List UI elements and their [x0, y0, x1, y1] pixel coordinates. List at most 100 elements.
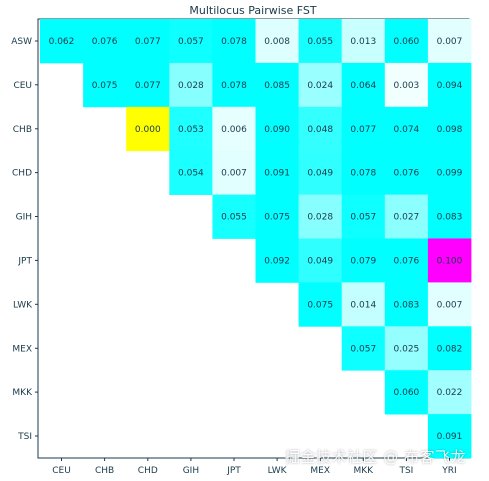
heatmap-cell-ASW-MEX	[298, 19, 343, 64]
cell-value-label: 0.075	[264, 213, 290, 223]
cell-value-label: 0.024	[307, 81, 333, 91]
cell-value-label: 0.091	[437, 432, 463, 442]
cell-value-label: 0.007	[437, 37, 463, 47]
cell-value-label: 0.027	[394, 213, 420, 223]
heatmap-cell-JPT-YRI	[427, 238, 472, 283]
x-tick-label: MEX	[310, 466, 330, 476]
cell-value-label: 0.022	[437, 388, 463, 398]
cell-value-label: 0.083	[394, 300, 420, 310]
cell-value-label: 0.049	[307, 256, 333, 266]
cell-value-label: 0.075	[307, 300, 333, 310]
heatmap-cells: 0.062 0.076 0.077 0.057 0.078 0.008 0.055 0.013…	[40, 19, 472, 459]
cell-value-label: 0.076	[394, 256, 420, 266]
heatmap-cell-GIH-YRI	[427, 194, 472, 239]
cell-value-label: 0.085	[264, 81, 290, 91]
cell-value-label: 0.076	[92, 37, 118, 47]
x-tick-label: JPT	[226, 466, 241, 476]
x-tick-labels: CEU CHB CHD GIH JPT LWK MEX MKK TSI YRI	[52, 458, 457, 476]
cell-value-label: 0.055	[307, 37, 333, 47]
cell-value-label: 0.007	[221, 169, 247, 179]
cell-value-label: 0.099	[437, 169, 463, 179]
cell-value-label: 0.077	[350, 125, 376, 135]
heatmap-cell-CEU-GIH	[169, 62, 213, 108]
cell-value-label: 0.074	[394, 125, 420, 135]
heatmap-cell-CHD-MEX	[298, 150, 343, 195]
heatmap-cell-CEU-TSI	[384, 62, 429, 108]
heatmap-cell-CHD-MKK	[341, 150, 386, 195]
heatmap-cell-CEU-YRI	[427, 62, 472, 108]
heatmap-cell-JPT-MEX	[298, 238, 343, 283]
x-tick-label: CHB	[95, 466, 114, 476]
heatmap-cell-ASW-LWK	[255, 19, 299, 64]
heatmap-cell-GIH-TSI	[384, 194, 429, 239]
y-tick-label: GIH	[16, 213, 32, 223]
heatmap-cell-JPT-TSI	[384, 238, 429, 283]
heatmap-cell-CEU-LWK	[255, 62, 299, 108]
heatmap-cell-LWK-TSI	[384, 282, 429, 327]
watermark: 掘金技术社区 @ 布客飞龙	[285, 448, 467, 466]
heatmap-cell-ASW-MKK	[341, 19, 386, 64]
cell-value-label: 0.007	[437, 300, 463, 310]
heatmap-cell-CHB-JPT	[212, 106, 256, 152]
y-tick-label: TSI	[17, 432, 32, 442]
heatmap-cell-ASW-CHD	[126, 19, 170, 64]
cell-value-label: 0.060	[394, 388, 420, 398]
cell-value-label: 0.077	[135, 81, 161, 91]
heatmap-cell-ASW-JPT	[212, 19, 256, 64]
heatmap-cell-CHD-LWK	[255, 150, 299, 195]
heatmap-cell-MKK-TSI	[384, 370, 429, 415]
cell-value-label: 0.079	[350, 256, 376, 266]
cell-value-label: 0.025	[394, 344, 420, 354]
heatmap-cell-CEU-MKK	[341, 62, 386, 108]
heatmap-cell-LWK-MEX	[298, 282, 343, 327]
cell-value-label: 0.078	[221, 81, 247, 91]
cell-value-label: 0.094	[437, 81, 463, 91]
heatmap-cell-ASW-CEU	[40, 19, 84, 64]
cell-value-label: 0.008	[264, 37, 290, 47]
heatmap-cell-ASW-GIH	[169, 19, 213, 64]
cell-value-label: 0.055	[221, 213, 247, 223]
heatmap-cell-CHB-GIH	[169, 106, 213, 152]
heatmap-cell-CHB-YRI	[427, 106, 472, 152]
cell-value-label: 0.091	[264, 169, 290, 179]
cell-value-label: 0.049	[307, 169, 333, 179]
y-tick-label: CHD	[12, 169, 32, 179]
heatmap-cell-CHD-TSI	[384, 150, 429, 195]
cell-value-label: 0.082	[437, 344, 463, 354]
cell-value-label: 0.077	[135, 37, 161, 47]
heatmap-cell-TSI-YRI	[427, 414, 472, 459]
heatmap-cell-MKK-YRI	[427, 370, 472, 415]
cell-value-label: 0.057	[350, 344, 376, 354]
y-tick-label: ASW	[11, 37, 32, 47]
heatmap-cell-MEX-YRI	[427, 326, 472, 371]
heatmap-cell-ASW-YRI	[427, 19, 472, 64]
cell-value-label: 0.064	[350, 81, 376, 91]
heatmap-cell-JPT-LWK	[255, 238, 299, 283]
cell-value-label: 0.053	[178, 125, 204, 135]
heatmap-cell-MEX-MKK	[341, 326, 386, 371]
heatmap-cell-GIH-MEX	[298, 194, 343, 239]
heatmap-cell-CEU-CHD	[126, 62, 170, 108]
cell-value-label: 0.013	[350, 37, 376, 47]
heatmap-cell-CHB-LWK	[255, 106, 299, 152]
heatmap-cell-CEU-JPT	[212, 62, 256, 108]
cell-value-label: 0.076	[394, 169, 420, 179]
cell-value-label: 0.083	[437, 213, 463, 223]
heatmap-cell-GIH-JPT	[212, 194, 256, 239]
heatmap-cell-GIH-LWK	[255, 194, 299, 239]
cell-value-label: 0.028	[178, 81, 204, 91]
x-tick-label: LWK	[268, 466, 288, 476]
cell-value-label: 0.090	[264, 125, 290, 135]
chart-title: Multilocus Pairwise FST	[189, 4, 317, 17]
x-tick-label: MKK	[354, 466, 375, 476]
y-tick-label: MKK	[12, 388, 33, 398]
cell-value-label: 0.054	[178, 169, 204, 179]
heatmap-cell-CEU-CHB	[83, 62, 127, 108]
heatmap-cell-LWK-YRI	[427, 282, 472, 327]
heatmap-cell-JPT-MKK	[341, 238, 386, 283]
cell-value-label: 0.057	[178, 37, 204, 47]
x-tick-label: YRI	[441, 466, 456, 476]
heatmap-cell-GIH-MKK	[341, 194, 386, 239]
